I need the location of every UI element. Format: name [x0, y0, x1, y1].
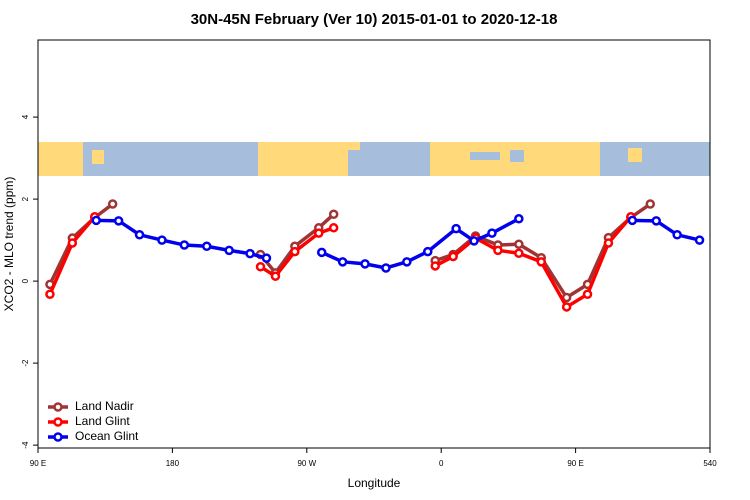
point — [224, 245, 234, 256]
x-tick-label: 90 W — [297, 459, 316, 468]
x-tick-label: 0 — [439, 459, 444, 468]
map-band — [38, 142, 710, 176]
point — [451, 223, 461, 234]
point — [493, 245, 503, 256]
point — [157, 235, 167, 245]
point — [402, 257, 412, 267]
point — [360, 259, 370, 269]
point — [45, 289, 55, 299]
point — [448, 251, 458, 262]
point — [316, 247, 327, 258]
legend-marker — [53, 417, 63, 427]
series-line — [48, 202, 652, 300]
point — [381, 263, 391, 273]
point — [245, 248, 255, 259]
legend-marker — [53, 432, 63, 442]
point — [536, 257, 547, 267]
point — [514, 248, 524, 258]
point — [487, 228, 497, 238]
point — [430, 261, 440, 271]
point — [514, 239, 524, 249]
point — [694, 235, 705, 245]
y-tick-label: -4 — [21, 441, 30, 449]
y-tick-label: -2 — [21, 359, 30, 367]
y-tick-label: 4 — [21, 114, 30, 119]
point — [107, 199, 118, 209]
legend-label: Land Glint — [75, 414, 130, 428]
point — [328, 209, 339, 220]
x-tick-label: 180 — [166, 459, 180, 468]
point — [255, 262, 266, 272]
point — [270, 271, 281, 281]
x-tick-label: 90 E — [567, 459, 583, 468]
point — [651, 216, 661, 226]
chart-title: 30N-45N February (Ver 10) 2015-01-01 to … — [191, 11, 558, 28]
point — [627, 215, 638, 226]
point — [261, 253, 272, 263]
point — [67, 238, 78, 248]
point — [337, 257, 348, 267]
legend-label: Land Nadir — [75, 399, 134, 413]
point — [290, 246, 300, 257]
legend-marker — [53, 402, 63, 412]
x-tick-label: 540 — [703, 459, 717, 468]
point — [469, 236, 479, 246]
x-tick-label: 90 E — [30, 459, 46, 468]
point — [514, 214, 524, 224]
legend-label: Ocean Glint — [75, 429, 139, 443]
point — [328, 223, 339, 233]
point — [179, 240, 190, 250]
point — [113, 216, 124, 226]
point — [603, 238, 614, 248]
point — [645, 199, 656, 209]
y-tick-label: 0 — [21, 278, 30, 283]
point — [313, 228, 324, 238]
point — [423, 246, 433, 257]
y-axis-label: XCO2 - MLO trend (ppm) — [2, 177, 16, 312]
point — [672, 230, 682, 240]
point — [561, 302, 572, 312]
point — [582, 289, 593, 299]
point — [134, 230, 145, 240]
plot-frame — [37, 39, 711, 449]
point — [201, 241, 212, 252]
y-tick-label: 2 — [21, 196, 30, 201]
x-axis-label: Longitude — [348, 476, 401, 490]
point — [91, 215, 101, 226]
